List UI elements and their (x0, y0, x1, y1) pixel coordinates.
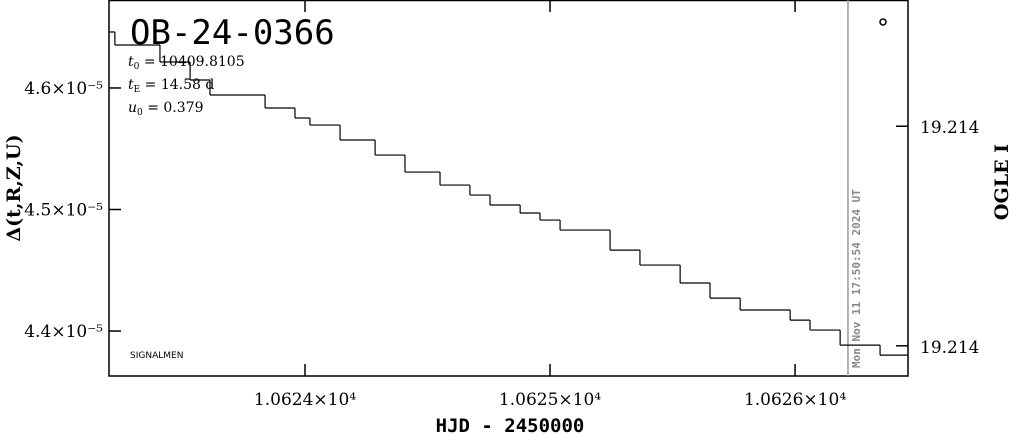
y2-axis-label: OGLE I (991, 144, 1012, 220)
y-tick-label: 4.6×10⁻⁵ (24, 79, 103, 99)
param-var: t (128, 54, 134, 70)
data-point (879, 18, 887, 26)
x-tick-label: 1.0626×10⁴ (744, 390, 846, 410)
y-tick-label: 4.5×10⁻⁵ (24, 201, 103, 221)
x-tick-label: 1.0625×10⁴ (499, 390, 601, 410)
y-tick-label: 4.4×10⁻⁵ (24, 322, 103, 342)
x-axis-label: HJD - 2450000 (436, 415, 585, 434)
y2-tick-label: 19.214 (920, 338, 979, 358)
credit: SIGNALMEN (130, 351, 183, 361)
param-var: u (128, 100, 137, 116)
param-rest: = 10409.8105 (139, 54, 244, 70)
param: u0 = 0.379 (128, 100, 203, 118)
timestamp: Mon Nov 11 17:50:54 2024 UT (850, 189, 863, 368)
chart-title: OB-24-0366 (130, 13, 335, 53)
param-rest: = 14.58 d (140, 77, 214, 93)
x-tick-label: 1.0624×10⁴ (254, 390, 356, 410)
param-sub: 0 (134, 62, 140, 72)
param: t0 = 10409.8105 (128, 54, 245, 72)
y-axis-label: Δ(t,R,Z,U) (3, 134, 25, 241)
plot-frame (108, 0, 909, 377)
param: tE = 14.58 d (128, 77, 214, 95)
param-rest: = 0.379 (143, 100, 204, 116)
param-var: t (128, 77, 134, 93)
param-sub: 0 (137, 108, 143, 118)
y2-tick-label: 19.214 (920, 118, 979, 138)
param-sub: E (134, 85, 141, 95)
